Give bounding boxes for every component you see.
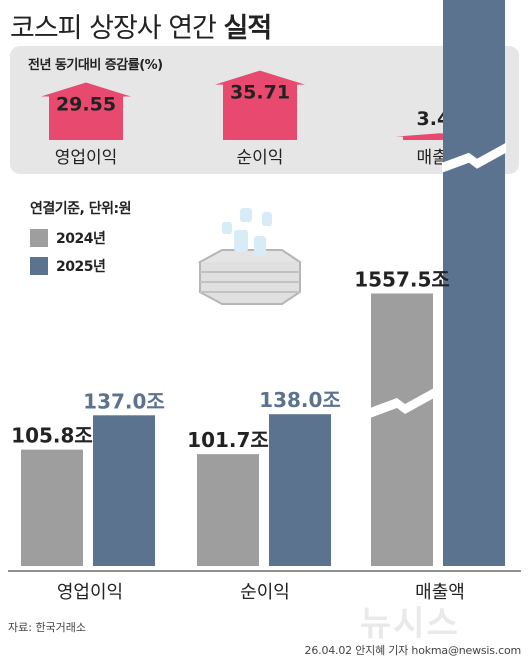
bar-2025년 [93, 415, 155, 566]
category-label: 매출액 [415, 582, 465, 603]
growth-rate-panel: 전년 동기대비 증감률(%) [10, 46, 519, 174]
coin-stack-icon [197, 208, 302, 305]
title-part-1: 코스피 상장사 [10, 13, 169, 44]
growth-arrow [215, 70, 305, 140]
growth-value-label: 29.55 [56, 94, 116, 116]
watermark-logo: 뉴시스 [360, 604, 460, 644]
category-label: 영업이익 [57, 582, 123, 603]
category-label: 순이익 [240, 582, 290, 603]
unit-label: 연결기준, 단위:원 [30, 201, 131, 217]
bar-value-label: 101.7조 [187, 428, 269, 452]
growth-arrow [41, 82, 131, 140]
bar-2024년 [197, 454, 259, 566]
bar-2024년 [21, 449, 83, 566]
legend-item-2024: 2024년 [30, 228, 106, 248]
legend-label-2025: 2025년 [56, 259, 106, 275]
title-part-3: 실적 [223, 13, 272, 44]
legend-item-2025: 2025년 [30, 256, 106, 276]
bar-2025년 [269, 414, 331, 566]
legend-swatch-2024 [30, 229, 48, 247]
bar-2025년 [443, 0, 505, 567]
bar-value-label: 138.0조 [259, 388, 341, 412]
growth-category-label: 영업이익 [55, 148, 118, 168]
source-note: 자료: 한국거래소 [8, 621, 87, 634]
growth-category-label: 순이익 [237, 148, 284, 168]
title-part-2: 연간 [168, 13, 224, 44]
growth-value-label: 35.71 [230, 82, 290, 104]
bar-2024년 [371, 293, 433, 566]
bar-value-label: 105.8조 [11, 424, 93, 448]
growth-panel-label: 전년 동기대비 증감률(%) [28, 58, 163, 73]
bar-value-label: 137.0조 [83, 389, 165, 413]
legend-swatch-2025 [30, 257, 48, 275]
axis-break-mark [370, 387, 434, 418]
page-title: 코스피 상장사 연간 실적 [10, 6, 272, 45]
credit-line: 26.04.02 안지혜 기자 hokma@newsis.com [304, 644, 522, 657]
legend-label-2024: 2024년 [56, 231, 106, 247]
bar-value-label: 1557.5조 [354, 268, 450, 292]
axis-break-mark [442, 142, 506, 173]
